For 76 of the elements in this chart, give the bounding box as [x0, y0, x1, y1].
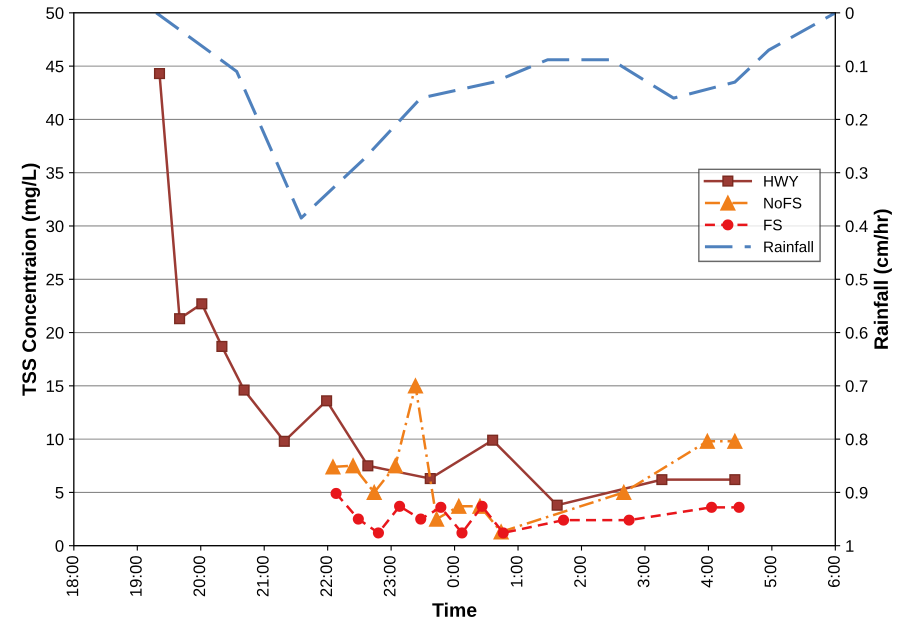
- legend-label: FS: [764, 220, 782, 230]
- y-tick-label: 5: [56, 486, 64, 499]
- point: [278, 436, 290, 447]
- legend-label: HWY: [764, 176, 798, 186]
- x-tick-label: 22:00: [320, 556, 332, 596]
- point: [216, 340, 228, 352]
- point: [394, 500, 406, 512]
- point: [734, 502, 745, 513]
- point: [325, 459, 341, 474]
- y2-tick-label: 0.9: [846, 486, 868, 499]
- point: [616, 484, 632, 500]
- point: [362, 460, 374, 472]
- point: [700, 434, 715, 449]
- y-tick-label: 25: [46, 274, 64, 286]
- x-tick-label: 23:00: [384, 556, 396, 596]
- y2-tick-label: 0.1: [846, 60, 868, 72]
- y-axis-title: TSS Concentraion (mg/L): [22, 164, 40, 396]
- line-series: [154, 12, 836, 220]
- point: [196, 298, 208, 310]
- y2-tick-label: 0.2: [846, 114, 868, 126]
- point: [352, 514, 364, 525]
- y-tick-label: 30: [46, 220, 64, 232]
- x-tick-label: 3:00: [638, 556, 650, 588]
- y2-tick-label: 1: [846, 540, 854, 552]
- point: [330, 488, 342, 500]
- point: [727, 434, 742, 449]
- point: [552, 500, 563, 511]
- point: [558, 514, 570, 526]
- y-tick-label: 45: [46, 60, 64, 72]
- point: [428, 511, 444, 527]
- point: [366, 484, 382, 500]
- point: [154, 68, 166, 80]
- point: [345, 458, 361, 474]
- y2-tick-label: 0.3: [846, 167, 868, 179]
- x-tick-label: 0:00: [447, 556, 460, 588]
- y2-tick-label: 0.4: [846, 220, 868, 232]
- x-tick-label: 20:00: [193, 556, 206, 596]
- point: [624, 514, 635, 526]
- point: [415, 514, 426, 525]
- x-tick-label: 21:00: [256, 556, 269, 596]
- x-tick-label: 5:00: [764, 556, 776, 588]
- x-tick-label: 4:00: [701, 556, 713, 588]
- y2-tick-label: 0.8: [846, 434, 868, 446]
- y2-tick-label: 0.7: [846, 380, 868, 392]
- x-tick-label: 19:00: [130, 556, 142, 596]
- y-tick-label: 0: [56, 540, 64, 552]
- point: [238, 384, 250, 396]
- point: [321, 395, 332, 406]
- y-tick-label: 10: [46, 434, 64, 446]
- point: [706, 502, 718, 513]
- point: [388, 458, 403, 474]
- y-tick-label: 40: [46, 114, 64, 126]
- point: [174, 313, 186, 324]
- point: [451, 498, 466, 514]
- y-tick-label: 35: [46, 167, 64, 179]
- point: [656, 474, 668, 486]
- legend-label: Rainfall: [764, 241, 813, 252]
- point: [487, 434, 498, 446]
- point: [435, 502, 446, 513]
- legend-label: NoFS: [764, 198, 802, 208]
- y-tick-label: 20: [46, 326, 64, 339]
- point: [729, 474, 740, 486]
- x-tick-label: 18:00: [66, 556, 78, 596]
- y-tick-label: 50: [46, 7, 64, 20]
- y2-tick-label: 0.5: [846, 274, 868, 286]
- point: [456, 527, 468, 538]
- point: [372, 527, 384, 538]
- point: [408, 378, 424, 394]
- y2-tick-label: 0.6: [846, 326, 868, 339]
- y2-tick-label: 0: [846, 7, 854, 20]
- y-tick-label: 15: [46, 380, 64, 392]
- x-tick-label: 6:00: [828, 556, 840, 588]
- x-tick-label: 1:00: [510, 556, 523, 587]
- x-axis-title: Time: [432, 602, 476, 617]
- x-tick-label: 2:00: [574, 556, 586, 588]
- y2-axis-title: Rainfall (cm/hr): [874, 209, 892, 349]
